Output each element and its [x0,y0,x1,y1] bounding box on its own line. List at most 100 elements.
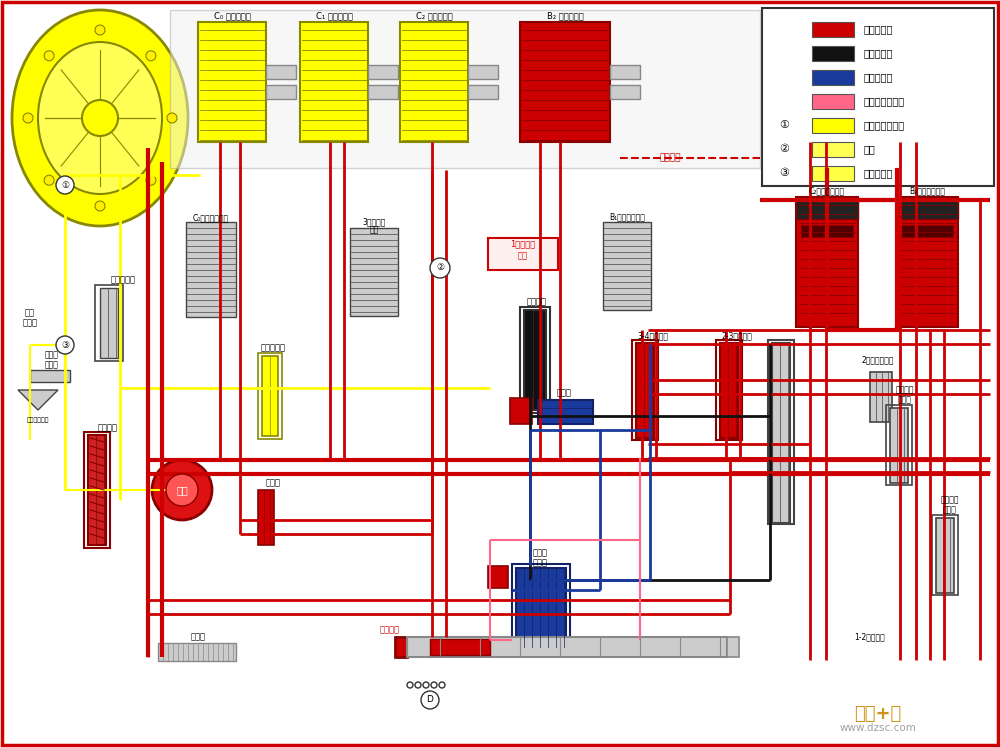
Circle shape [44,176,54,185]
Text: 1-2档跫档线: 1-2档跫档线 [855,633,885,642]
Text: 减压阀: 减压阀 [556,388,572,397]
Bar [170,10,760,168]
Circle shape [430,258,450,278]
Text: 节气门油压: 节气门油压 [864,49,893,58]
Bar [901,225,953,237]
Bar [772,343,790,523]
Text: B₁制动帧储能器: B₁制动帧储能器 [609,212,645,222]
Text: 油泵: 油泵 [176,485,188,495]
Bar [936,518,954,593]
Polygon shape [18,390,58,410]
Text: 液力变矩器油压: 液力变矩器油压 [864,120,905,131]
Bar [812,166,854,181]
Bar [538,400,593,424]
Bar [870,372,892,422]
Bar [603,222,651,310]
Text: ②: ② [779,144,789,155]
Bar [430,639,490,655]
Text: 2号电磁鄀接通: 2号电磁鄀接通 [862,356,894,365]
Bar [890,408,908,483]
Text: ①: ① [779,120,789,131]
Circle shape [44,51,54,61]
Text: 1号电磁鄀: 1号电磁鄀 [510,240,536,249]
Text: 加压阀: 加压阀 [266,479,280,488]
Bar [812,70,854,85]
Bar [258,353,282,439]
Text: B₂制动帧储能器: B₂制动帧储能器 [909,187,945,196]
Bar [95,285,123,361]
Text: C₀ 离合器接合: C₀ 离合器接合 [214,11,250,20]
Bar [812,22,854,37]
Text: 主油路油压: 主油路油压 [864,25,893,34]
Bar [512,564,570,652]
Bar [510,398,532,424]
Bar [186,222,236,317]
Bar [407,637,727,657]
Circle shape [421,691,439,709]
Bar [266,85,296,99]
Text: 冷却器油压: 冷却器油压 [864,169,893,179]
Circle shape [146,176,156,185]
Bar [796,197,858,327]
Text: 润滑: 润滑 [864,144,876,155]
Bar [88,435,106,545]
Bar [812,46,854,61]
Text: 储能器
控制阀: 储能器 控制阀 [532,548,548,568]
Bar [727,637,739,657]
Text: www.dzsc.com: www.dzsc.com [840,723,916,733]
Text: 关断: 关断 [518,252,528,261]
Bar [300,22,368,142]
Text: 3号电磁鄀: 3号电磁鄀 [362,217,386,226]
Text: 辅助调压阀: 辅助调压阀 [260,344,286,353]
Bar [932,515,958,595]
Text: C₂离合器储能器: C₂离合器储能器 [809,187,845,196]
Text: 维库+六: 维库+六 [854,705,902,723]
Text: ③: ③ [61,341,69,350]
Bar [720,343,738,438]
Bar [262,356,278,436]
Bar [610,85,640,99]
Text: 至外壳体: 至外壳体 [659,153,681,163]
Bar [812,118,854,133]
Bar [198,22,266,142]
Text: 二档滑行
调节阀: 二档滑行 调节阀 [896,385,914,405]
Bar [488,566,508,588]
Bar [636,343,654,438]
Bar [768,340,794,524]
Bar [812,142,854,157]
Text: B₂ 制动带接合: B₂ 制动带接合 [547,11,583,20]
Bar [400,22,468,142]
Bar [84,432,110,548]
Bar [716,340,742,440]
Bar [368,85,398,99]
Bar [368,65,398,79]
Bar [896,197,958,219]
Bar [350,228,398,316]
Text: ②: ② [436,264,444,273]
Text: 主调压阀: 主调压阀 [98,424,118,433]
Text: 冷却器旁通阀: 冷却器旁通阀 [27,418,49,423]
Text: 接通: 接通 [369,226,379,235]
Text: 锁止继动阀: 锁止继动阀 [110,276,136,285]
Bar [520,22,610,142]
Bar [610,65,640,79]
Text: 减压阀油压: 减压阀油压 [864,72,893,82]
Circle shape [56,176,74,194]
Bar [468,65,498,79]
Circle shape [167,113,177,123]
Bar [632,340,658,440]
Bar [886,405,912,485]
Bar [488,238,558,270]
Bar [266,65,296,79]
Circle shape [146,51,156,61]
Bar [468,85,498,99]
Circle shape [82,100,118,136]
Text: 3-4档换档阀: 3-4档换档阀 [638,332,668,341]
Ellipse shape [12,10,188,226]
Bar [158,643,236,661]
Bar [100,288,118,358]
Text: C₂ 离合器接合: C₂ 离合器接合 [416,11,452,20]
Text: 滤清器: 滤清器 [190,633,206,642]
Circle shape [95,25,105,35]
Circle shape [56,336,74,354]
